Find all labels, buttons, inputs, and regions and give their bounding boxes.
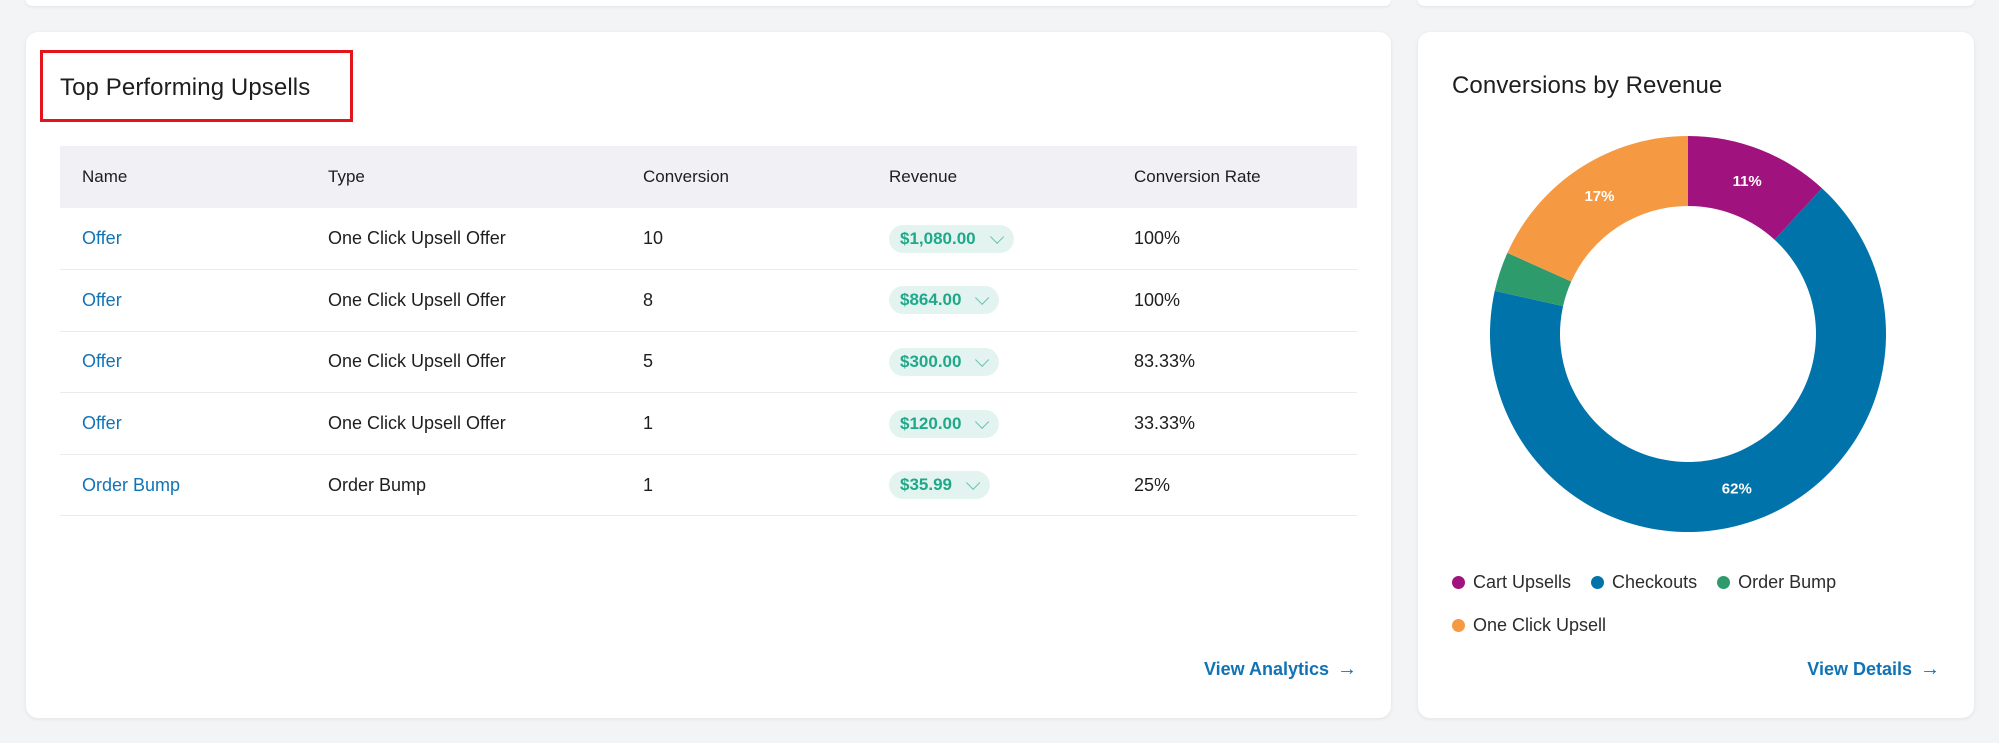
table-header-row: Name Type Conversion Revenue Conversion …	[60, 146, 1357, 208]
revenue-value: $35.99	[900, 475, 952, 495]
upsell-revenue-cell: $300.00	[867, 331, 1112, 394]
legend-label: Checkouts	[1612, 572, 1698, 592]
upsell-revenue-cell: $120.00	[867, 392, 1112, 455]
table-row: Offer One Click Upsell Offer 5 $300.00 8…	[60, 331, 1357, 394]
upsells-table: Name Type Conversion Revenue Conversion …	[60, 146, 1357, 517]
column-header-revenue: Revenue	[889, 167, 958, 186]
upsells-card-top-edge	[26, 0, 1391, 6]
donut-slice-checkouts[interactable]	[1490, 188, 1886, 532]
upsell-conversion: 8	[621, 269, 867, 332]
upsell-name-link[interactable]: Offer	[60, 392, 306, 455]
chart-legend: Cart Upsells Checkouts Order Bump One Click…	[1452, 572, 1952, 636]
table-row: Offer One Click Upsell Offer 8 $864.00 1…	[60, 269, 1357, 332]
donut-slice-order-bump[interactable]	[1494, 252, 1572, 307]
upsell-type: One Click Upsell Offer	[306, 392, 621, 455]
chevron-down-icon	[975, 414, 990, 429]
legend-dot-icon	[1591, 576, 1605, 589]
column-header-conversion-rate: Conversion Rate	[1134, 167, 1261, 186]
column-header-type: Type	[328, 167, 365, 186]
revenue-dropdown[interactable]: $300.00	[889, 347, 1000, 376]
revenue-dropdown[interactable]: $864.00	[889, 286, 1000, 315]
arrow-right-icon: →	[1337, 658, 1357, 680]
donut-slice-label: 17%	[1584, 188, 1614, 205]
legend-dot-icon	[1452, 576, 1465, 589]
revenue-dropdown[interactable]: $1,080.00	[889, 224, 1014, 253]
legend-item-cart-upsells[interactable]: Cart Upsells	[1452, 572, 1571, 593]
legend-dot-icon	[1717, 576, 1731, 589]
chevron-down-icon	[975, 291, 990, 306]
upsell-name-link[interactable]: Order Bump	[60, 454, 306, 517]
view-analytics-label: View Analytics	[1203, 659, 1329, 679]
conversions-donut-chart: 11% 62% 17%	[1490, 136, 1886, 532]
legend-item-checkouts[interactable]: Checkouts	[1591, 572, 1697, 593]
donut-slice-one-click-upsell[interactable]	[1507, 136, 1688, 282]
conversions-card-top-edge	[1418, 0, 1974, 6]
table-row: Offer One Click Upsell Offer 10 $1,080.0…	[60, 208, 1357, 271]
revenue-value: $1,080.00	[900, 228, 976, 248]
conversions-by-revenue-card: Conversions by Revenue 11% 62% 17% Cart Up…	[1418, 32, 1974, 718]
arrow-right-icon: →	[1920, 658, 1940, 680]
upsell-revenue-cell: $35.99	[867, 454, 1112, 517]
upsell-name-link[interactable]: Offer	[60, 331, 306, 394]
upsell-conversion-rate: 83.33%	[1112, 331, 1357, 394]
table-row: Order Bump Order Bump 1 $35.99 25%	[60, 454, 1357, 517]
upsell-conversion-rate: 25%	[1112, 454, 1357, 517]
upsell-conversion: 1	[621, 392, 867, 455]
card-title: Top Performing Upsells	[60, 74, 311, 101]
upsell-type: One Click Upsell Offer	[306, 331, 621, 394]
table-row: Offer One Click Upsell Offer 1 $120.00 3…	[60, 392, 1357, 455]
upsell-conversion-rate: 100%	[1112, 269, 1357, 332]
upsell-type: Order Bump	[306, 454, 621, 517]
chevron-down-icon	[966, 475, 981, 491]
revenue-dropdown[interactable]: $35.99	[889, 471, 990, 500]
upsell-type: One Click Upsell Offer	[306, 208, 621, 271]
donut-slice-cart-upsells[interactable]	[1688, 136, 1822, 240]
legend-label: One Click Upsell	[1473, 615, 1607, 635]
revenue-value: $120.00	[900, 413, 962, 433]
upsell-conversion: 1	[621, 454, 867, 517]
legend-item-one-click-upsell[interactable]: One Click Upsell	[1452, 615, 1606, 636]
revenue-value: $300.00	[900, 351, 962, 371]
upsell-name-link[interactable]: Offer	[60, 269, 306, 332]
column-header-conversion: Conversion	[643, 167, 729, 186]
upsell-revenue-cell: $864.00	[867, 269, 1112, 332]
top-performing-upsells-card: Top Performing Upsells Name Type Convers…	[26, 32, 1391, 718]
upsell-revenue-cell: $1,080.00	[867, 208, 1112, 271]
upsell-conversion: 10	[621, 208, 867, 271]
donut-slice-label: 62%	[1722, 480, 1752, 497]
view-details-link[interactable]: View Details →	[1807, 658, 1940, 681]
column-header-name: Name	[82, 167, 128, 186]
legend-label: Order Bump	[1738, 572, 1837, 592]
chevron-down-icon	[989, 229, 1004, 244]
upsell-conversion-rate: 33.33%	[1112, 392, 1357, 455]
title-highlight-box	[40, 50, 353, 122]
card-title: Conversions by Revenue	[1452, 72, 1723, 99]
upsell-type: One Click Upsell Offer	[306, 269, 621, 332]
upsell-conversion-rate: 100%	[1112, 208, 1357, 271]
legend-dot-icon	[1452, 619, 1465, 632]
upsell-name-link[interactable]: Offer	[60, 208, 306, 271]
legend-label: Cart Upsells	[1473, 572, 1572, 592]
view-details-label: View Details	[1807, 659, 1912, 679]
legend-item-order-bump[interactable]: Order Bump	[1717, 572, 1836, 593]
revenue-dropdown[interactable]: $120.00	[889, 409, 1000, 438]
donut-slice-label: 11%	[1733, 173, 1762, 190]
chevron-down-icon	[975, 352, 990, 367]
revenue-value: $864.00	[900, 290, 962, 310]
upsell-conversion: 5	[621, 331, 867, 394]
view-analytics-link[interactable]: View Analytics →	[1204, 658, 1357, 681]
